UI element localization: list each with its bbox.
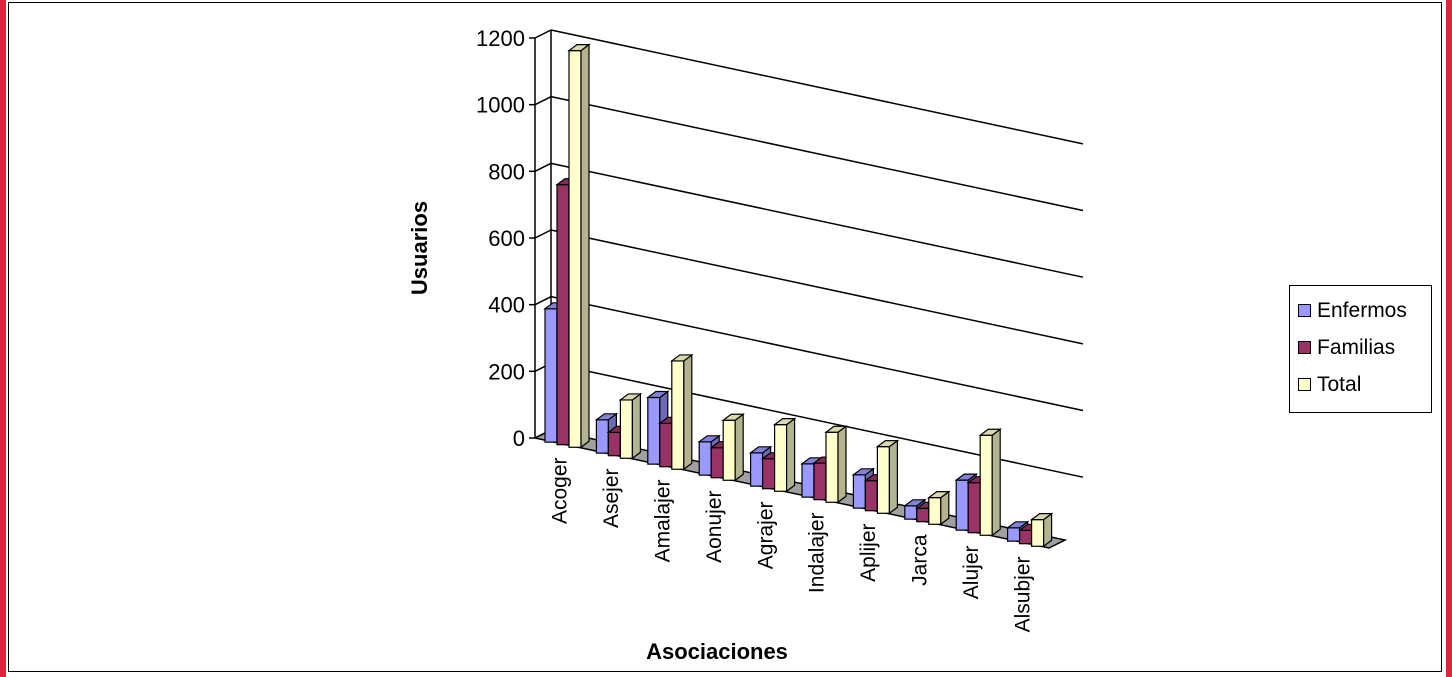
bar-total-aonujer-top (721, 413, 746, 421)
bar-familias-acoger (556, 184, 570, 446)
bar-enfermos-jarca (904, 505, 918, 520)
bar-total-alujer-top (978, 428, 1003, 436)
bar-enfermos-alujer-top (954, 473, 979, 481)
bar-total-acoger-top (567, 44, 591, 52)
x-tick-label-jarca: Jarca (909, 534, 932, 586)
x-tick-label-indalajer: Indalajer (806, 513, 829, 594)
gridline-800 (550, 162, 1084, 278)
y-tick-depth-1200 (534, 29, 552, 39)
legend-item-total: Total (1298, 366, 1431, 403)
x-tick-label-aonujer: Aonujer (703, 491, 726, 563)
bar-familias-alsubjer (1018, 529, 1033, 545)
y-tick-label-1200: 1200 (476, 26, 525, 51)
legend-swatch-total (1298, 378, 1311, 391)
bar-total-indalajer (825, 431, 839, 503)
bar-total-aplijer (876, 446, 891, 514)
bar-familias-aplijer (864, 480, 879, 512)
x-tick-label-agrajer: Agrajer (754, 502, 777, 570)
bar-total-alsubjer (1030, 519, 1045, 547)
bar-total-indalajer-top (824, 425, 848, 433)
y-tick-label-1000: 1000 (476, 93, 525, 118)
bar-enfermos-alsubjer (1006, 527, 1021, 542)
bar-total-asejer-side (631, 392, 642, 460)
bar-total-jarca-top (926, 491, 951, 499)
y-tick-label-800: 800 (488, 159, 525, 184)
bar-total-asejer (619, 399, 634, 459)
bar-total-agrajer (773, 424, 788, 492)
y-tick-depth-1000 (534, 95, 552, 106)
bar-total-agrajer-top (772, 418, 797, 426)
gridline-600 (550, 229, 1084, 345)
bar-enfermos-alsubjer-top (1005, 521, 1030, 529)
bar-familias-amalajer (659, 422, 673, 468)
gridline-1200 (550, 29, 1084, 145)
bar-total-amalajer (671, 360, 685, 470)
bar-enfermos-alujer (955, 479, 969, 531)
bar-total-acoger-side (580, 43, 590, 449)
bar-total-asejer-top (618, 393, 643, 401)
legend-label-total: Total (1317, 372, 1362, 396)
left-border-stripe (0, 0, 6, 677)
bar-enfermos-aonujer (698, 441, 712, 476)
bar-familias-indalajer (813, 462, 827, 501)
x-tick-label-alsubjer: Alsubjer (1011, 556, 1034, 632)
bar-total-jarca (928, 497, 942, 525)
legend-item-enfermos: Enfermos (1298, 292, 1431, 329)
y-axis-title: Usuarios (407, 201, 432, 295)
chart-area: 0 200 400 600 800 1000 1200 Acoger Asejer Amalaje… (8, 2, 1442, 672)
gridline-1000 (550, 95, 1084, 212)
bar-enfermos-asejer-top (594, 413, 619, 421)
y-tick-label-400: 400 (488, 293, 525, 318)
bar-familias-jarca (916, 507, 930, 523)
legend-swatch-familias (1298, 341, 1311, 354)
bar-enfermos-amalajer-top (645, 390, 670, 399)
gridline-400 (550, 295, 1084, 412)
bar-total-alujer-side (991, 428, 1001, 537)
x-tick-label-asejer: Asejer (600, 469, 623, 529)
bar-chart-3d: 0 200 400 600 800 1000 1200 Acoger Asejer Amalaje… (407, 26, 1084, 664)
bar-total-alsubjer-top (1029, 513, 1054, 521)
x-tick-label-acoger: Acoger (549, 458, 572, 525)
y-tick-label-0: 0 (513, 426, 525, 451)
bar-enfermos-amalajer (647, 396, 661, 465)
legend-item-familias: Familias (1298, 329, 1431, 366)
bar-enfermos-asejer (595, 419, 610, 454)
y-tick-depth-800 (534, 162, 552, 173)
y-tick-depth-600 (534, 229, 552, 239)
bar-familias-alujer (967, 482, 981, 534)
bar-enfermos-aonujer-top (697, 435, 722, 443)
y-tick-label-200: 200 (488, 359, 525, 384)
bar-total-aplijer-side (888, 439, 899, 515)
y-tick-label-600: 600 (488, 226, 525, 251)
bar-familias-agrajer (761, 458, 776, 490)
y-tick-depth-400 (534, 295, 552, 306)
bar-total-agrajer-side (785, 417, 796, 493)
bar-total-amalajer-side (683, 353, 693, 471)
bar-enfermos-agrajer (749, 452, 764, 487)
bar-familias-aonujer (710, 447, 724, 479)
bar-total-acoger (568, 50, 582, 448)
legend-label-enfermos: Enfermos (1317, 298, 1407, 322)
bar-enfermos-agrajer-top (748, 446, 773, 454)
bar-total-aonujer-side (734, 413, 744, 482)
legend-label-familias: Familias (1317, 335, 1396, 359)
bar-enfermos-acoger (544, 308, 558, 443)
bar-total-aonujer (722, 419, 736, 481)
legend: Enfermos Familias Total (1289, 285, 1432, 413)
bar-total-alujer (979, 434, 993, 536)
bar-enfermos-aplijer (852, 474, 867, 509)
x-axis-title: Asociaciones (646, 639, 788, 664)
bar-enfermos-aplijer-top (851, 468, 876, 476)
x-tick-label-amalajer: Amalajer (652, 480, 675, 563)
legend-swatch-enfermos (1298, 304, 1311, 317)
x-tick-label-alujer: Alujer (960, 546, 983, 600)
bar-total-amalajer-top (669, 354, 694, 362)
right-border-stripe (1446, 0, 1452, 677)
bar-total-aplijer-top (875, 440, 900, 448)
bar-familias-asejer (607, 431, 622, 457)
x-tick-label-aplijer: Aplijer (857, 523, 880, 581)
bar-enfermos-indalajer (801, 463, 815, 498)
bar-enfermos-jarca-top (902, 499, 927, 507)
bar-total-indalajer-side (837, 425, 847, 504)
